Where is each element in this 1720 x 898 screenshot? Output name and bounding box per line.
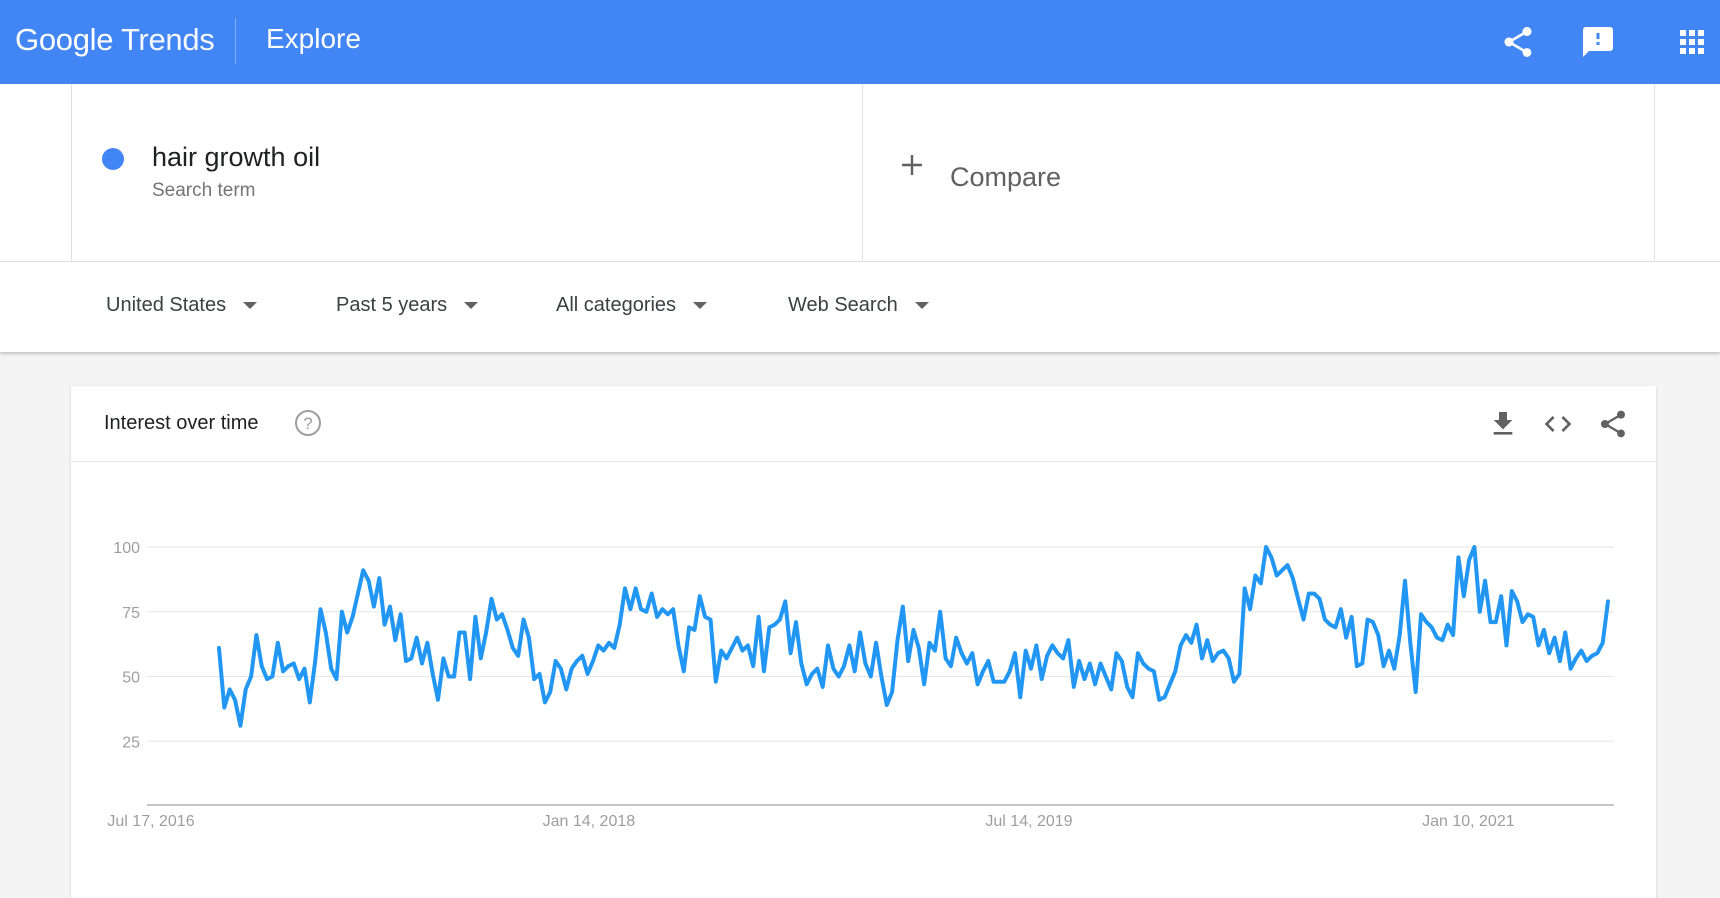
feedback-icon[interactable] [1580,24,1616,60]
x-tick-label: Jan 10, 2021 [1422,813,1515,830]
top-app-bar: Google Trends Explore [0,0,1720,84]
interest-line-chart[interactable]: 25 50 75 100 Jul 17, 2016 Jan 14, 2018 Jul 14,… [71,462,1656,898]
share-icon[interactable] [1597,408,1629,440]
share-icon[interactable] [1500,24,1536,60]
x-tick-label: Jan 14, 2018 [543,813,636,830]
logo-trends: Trends [120,22,215,57]
y-tick-label: 100 [113,540,140,557]
interest-over-time-card: Interest over time ? 25 50 75 100 Jul 17, 20… [71,386,1656,898]
search-type-label: Web Search [788,294,898,316]
region-label: United States [106,294,227,316]
y-tick-label: 25 [122,734,140,751]
help-icon[interactable]: ? [293,408,323,438]
logo-google: Google [15,22,114,57]
header-divider [235,18,236,64]
chevron-down-icon [464,302,479,309]
time-range-label: Past 5 years [336,294,448,316]
search-term-type: Search term [152,180,256,201]
filters-bar: United States Past 5 years All categorie… [0,262,1720,352]
search-terms-panel: hair growth oil Search term Compare [0,84,1720,262]
embed-code-icon[interactable] [1542,408,1574,440]
term-color-dot [102,148,124,170]
chevron-down-icon [243,302,258,309]
search-term-name[interactable]: hair growth oil [152,142,321,172]
svg-text:?: ? [303,414,312,433]
y-tick-label: 75 [122,605,140,622]
region-dropdown[interactable]: United States [106,294,258,317]
category-dropdown[interactable]: All categories [556,294,708,317]
card-title: Interest over time [104,412,259,434]
plus-icon [902,155,922,175]
x-tick-label: Jul 14, 2019 [985,813,1072,830]
google-trends-logo[interactable]: Google Trends [15,22,215,58]
x-tick-label: Jul 17, 2016 [107,813,194,830]
page-title: Explore [266,23,361,54]
chevron-down-icon [914,302,929,309]
compare-label: Compare [950,162,1062,192]
time-range-dropdown[interactable]: Past 5 years [336,294,479,317]
chevron-down-icon [693,302,708,309]
category-label: All categories [556,294,677,316]
y-tick-label: 50 [122,670,140,687]
series-line [217,545,1610,728]
card-header: Interest over time ? [71,386,1656,462]
apps-grid-icon[interactable] [1674,24,1710,60]
search-type-dropdown[interactable]: Web Search [788,294,929,317]
search-term-card[interactable]: hair growth oil Search term [71,84,863,262]
compare-button[interactable]: Compare [863,84,1655,262]
download-icon[interactable] [1487,408,1519,440]
